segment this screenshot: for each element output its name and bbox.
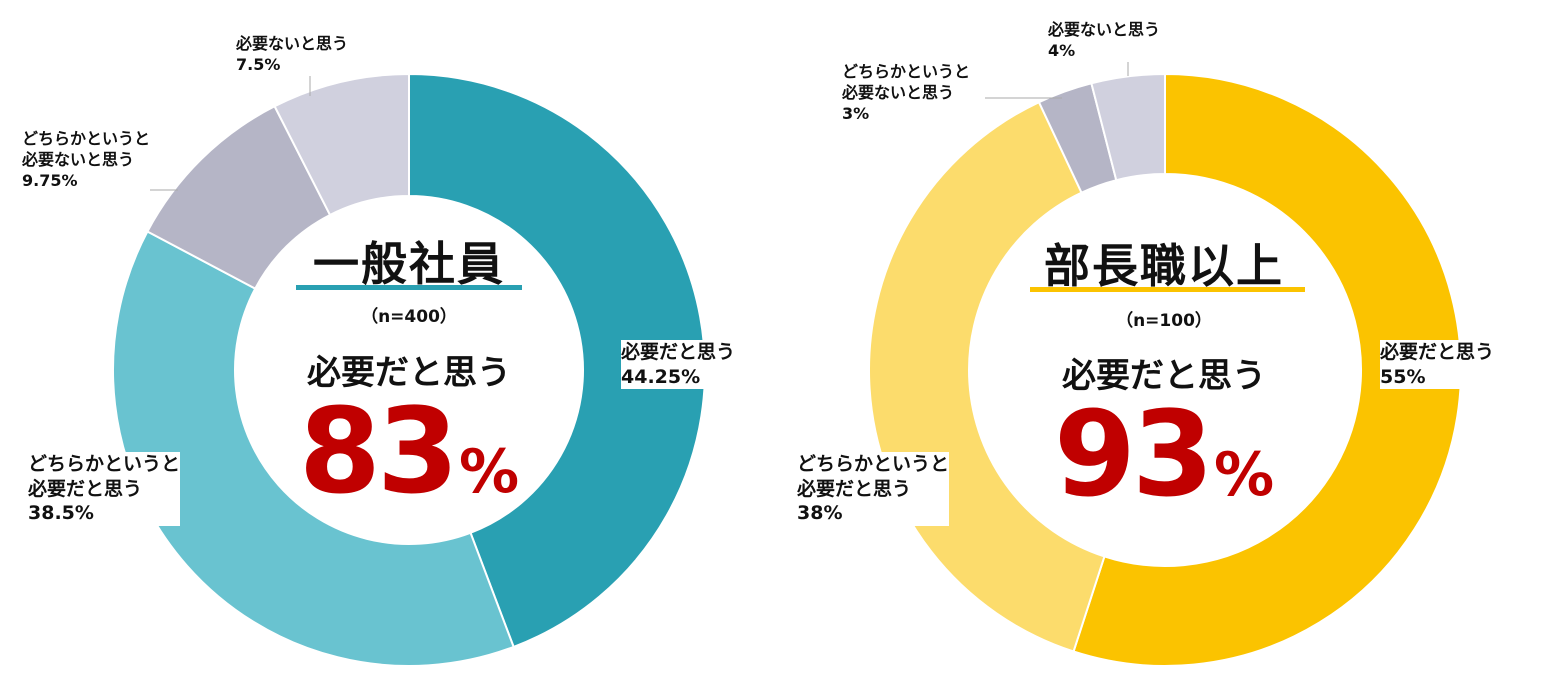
chart1-slice-1	[408, 72, 706, 649]
chart1-center: 一般社員	[259, 228, 559, 294]
chart1-label-not-need-line1: 必要ないと思う	[236, 34, 349, 53]
chart2-slice-1	[1072, 72, 1462, 667]
chart1-label-somewhat-need-value: 38.5%	[28, 502, 94, 525]
chart2-summary-label: 必要だと思う	[1062, 356, 1266, 396]
chart2-label-somewhat-need-value: 38%	[797, 502, 843, 525]
chart2-summary-unit: %	[1214, 440, 1275, 510]
chart1-summary-value: 83%	[259, 382, 559, 520]
chart1-label-need: 必要だと思う 44.25%	[621, 340, 736, 390]
chart1-n-label: （n=400）	[361, 307, 457, 327]
chart1-label-somewhat-not-need-line1: どちらかというと	[22, 129, 151, 148]
chart1-summary-unit: %	[459, 437, 520, 507]
chart2-label-not-need-line1: 必要ないと思う	[1048, 20, 1161, 39]
chart1-label-need-value: 44.25%	[621, 365, 701, 388]
chart2-label-not-need: 必要ないと思う 4%	[1048, 20, 1161, 62]
chart1-label-somewhat-need-line1: どちらかというと	[28, 453, 181, 475]
chart2-n-label: （n=100）	[1116, 311, 1212, 331]
chart1-summary-number: 83	[298, 382, 459, 520]
chart2-label-need: 必要だと思う 55%	[1380, 340, 1495, 390]
chart2-label-somewhat-not-need-line2: 必要ないと思う	[842, 82, 955, 102]
chart1-title-underline	[296, 285, 522, 290]
chart2-label-somewhat-not-need-value: 3%	[842, 103, 870, 123]
chart2-label-need-line1: 必要だと思う	[1380, 341, 1495, 363]
chart2-title-underline	[1030, 287, 1305, 292]
chart2-summary-value: 93%	[1014, 385, 1314, 523]
chart1-label-somewhat-not-need-value: 9.75%	[22, 170, 78, 190]
chart1-label-somewhat-need-line2: 必要だと思う	[28, 477, 143, 500]
chart1-label-need-line1: 必要だと思う	[621, 341, 736, 363]
chart1-summary-label: 必要だと思う	[307, 353, 511, 393]
chart1-label-somewhat-not-need: どちらかというと 必要ないと思う 9.75%	[22, 129, 151, 192]
chart1-label-somewhat-not-need-line2: 必要ないと思う	[22, 149, 135, 169]
chart2-label-somewhat-not-need: どちらかというと 必要ないと思う 3%	[842, 62, 971, 125]
chart2-slice-4	[1090, 72, 1166, 182]
chart2-title: 部長職以上	[1044, 239, 1284, 293]
chart2-label-somewhat-need-line2: 必要だと思う	[797, 477, 912, 500]
chart2-label-somewhat-need-line1: どちらかというと	[797, 453, 950, 475]
chart1-label-somewhat-need: どちらかというと 必要だと思う 38.5%	[28, 452, 181, 527]
chart2-label-somewhat-not-need-line1: どちらかというと	[842, 62, 971, 81]
chart1-title: 一般社員	[313, 237, 505, 291]
chart1-slice-2	[112, 230, 515, 667]
chart1-slice-4	[273, 72, 410, 217]
chart2-label-need-value: 55%	[1380, 365, 1426, 388]
chart1-label-not-need-value: 7.5%	[236, 54, 281, 74]
chart2-center: 部長職以上	[1014, 230, 1314, 296]
chart1-label-not-need: 必要ないと思う 7.5%	[236, 34, 349, 76]
chart2-summary-number: 93	[1053, 385, 1214, 523]
chart2-label-somewhat-need: どちらかというと 必要だと思う 38%	[797, 452, 950, 527]
chart2-label-not-need-value: 4%	[1048, 40, 1076, 60]
